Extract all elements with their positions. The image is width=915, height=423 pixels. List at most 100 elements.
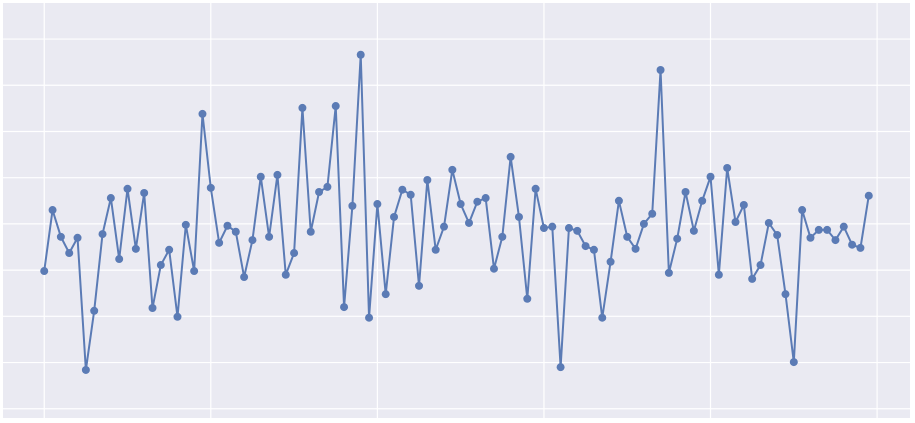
point (814, 225, 823, 234)
point (464, 218, 473, 227)
plot-area (3, 3, 910, 418)
point (348, 201, 357, 210)
point (773, 230, 782, 239)
point (831, 236, 840, 245)
point (406, 190, 415, 199)
point (306, 227, 315, 236)
point (548, 222, 557, 231)
point (648, 209, 657, 218)
point (356, 50, 365, 59)
point (623, 232, 632, 241)
point (298, 103, 307, 112)
point (681, 188, 690, 197)
point (365, 313, 374, 322)
point (148, 304, 157, 313)
point (256, 172, 265, 181)
point (223, 221, 232, 230)
point (706, 172, 715, 181)
point (839, 222, 848, 231)
point (273, 170, 282, 179)
point (215, 238, 224, 247)
point (323, 182, 332, 191)
point (731, 218, 740, 227)
point (81, 365, 90, 374)
point (398, 185, 407, 194)
point (848, 240, 857, 249)
point (390, 212, 399, 221)
point (523, 294, 532, 303)
point (506, 152, 515, 161)
point (331, 102, 340, 111)
point (714, 270, 723, 279)
point (723, 163, 732, 172)
point (48, 206, 57, 215)
point (798, 206, 807, 215)
point (614, 196, 623, 205)
point (156, 261, 165, 270)
point (131, 244, 140, 253)
point (631, 244, 640, 253)
point (90, 306, 99, 315)
point (56, 232, 65, 241)
point (823, 225, 832, 234)
point (556, 363, 565, 372)
point (173, 312, 182, 321)
point (539, 224, 548, 233)
point (589, 245, 598, 254)
point (98, 230, 107, 239)
point (415, 281, 424, 290)
point (315, 188, 324, 197)
point (698, 196, 707, 205)
point (489, 264, 498, 273)
point (206, 183, 215, 192)
point (231, 227, 240, 236)
point (531, 184, 540, 193)
point (606, 257, 615, 266)
point (781, 290, 790, 299)
point (473, 197, 482, 206)
point (40, 267, 49, 276)
point (290, 249, 299, 258)
point (190, 267, 199, 276)
point (498, 232, 507, 241)
point (739, 200, 748, 209)
line (43, 54, 870, 371)
point (248, 236, 257, 245)
point (373, 200, 382, 209)
point (764, 218, 773, 227)
point (440, 222, 449, 231)
point (806, 233, 815, 242)
point (165, 245, 174, 254)
point (856, 243, 865, 252)
point (581, 242, 590, 251)
point (73, 233, 82, 242)
point (65, 249, 74, 258)
point (140, 188, 149, 197)
point (656, 66, 665, 75)
point (448, 165, 457, 174)
point (639, 219, 648, 228)
point (573, 226, 582, 235)
point (265, 232, 274, 241)
point (123, 184, 132, 193)
point (564, 224, 573, 233)
point (748, 274, 757, 283)
point (340, 303, 349, 312)
point (423, 175, 432, 184)
point (756, 261, 765, 270)
point (281, 270, 290, 279)
point (481, 194, 490, 203)
point (381, 290, 390, 299)
point (689, 226, 698, 235)
point (789, 358, 798, 367)
point (431, 245, 440, 254)
point (864, 191, 873, 200)
point (240, 273, 249, 282)
point (673, 234, 682, 243)
point (664, 268, 673, 277)
point (456, 200, 465, 209)
point (115, 255, 124, 264)
point (106, 194, 115, 203)
point (181, 220, 190, 229)
